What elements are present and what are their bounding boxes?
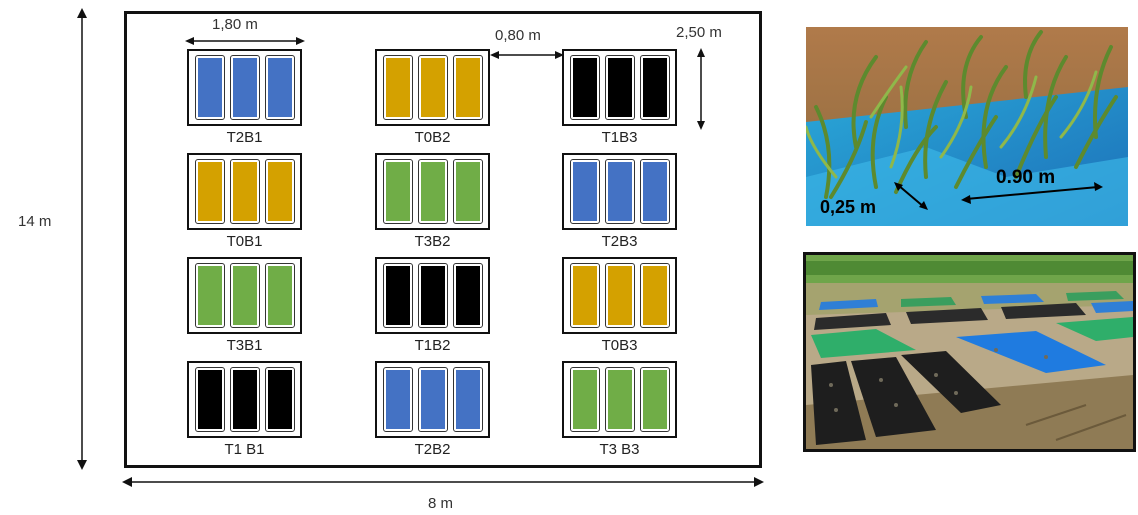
- plot-t1b3: [562, 49, 677, 126]
- plot-label: T2B3: [601, 233, 638, 250]
- mulch-strip: [194, 55, 225, 120]
- mulch-strip: [639, 367, 670, 432]
- plot-t2b1: [187, 49, 302, 126]
- plant-spacing-label: 0,25 m: [820, 197, 877, 217]
- plot-label: T3 B3: [599, 441, 640, 458]
- maize-closeup-photo: 0.90 m 0,25 m: [806, 27, 1128, 226]
- mulch-strip: [264, 367, 295, 432]
- plot-label: T0B2: [414, 129, 451, 146]
- plot-t0b1: [187, 153, 302, 230]
- plot-label: T2B1: [226, 129, 263, 146]
- mulch-strip: [194, 159, 225, 224]
- mulch-strip: [417, 263, 448, 328]
- mulch-strip: [639, 263, 670, 328]
- mulch-strip: [639, 159, 670, 224]
- mulch-strip: [382, 55, 413, 120]
- mulch-strip: [569, 263, 600, 328]
- mulch-strip: [229, 55, 260, 120]
- width-dimension-arrow: [122, 477, 764, 487]
- row-spacing-label: 0.90 m: [996, 167, 1056, 188]
- plot-t1b1: [187, 361, 302, 438]
- mulch-strip: [382, 367, 413, 432]
- plot-length-label: 2,50 m: [676, 24, 722, 41]
- mulch-strip: [264, 159, 295, 224]
- gap-label: 0,80 m: [495, 27, 541, 44]
- mulch-strip: [417, 159, 448, 224]
- mulch-strip: [194, 263, 225, 328]
- plot-width-arrow: [185, 37, 305, 45]
- mulch-strip: [264, 55, 295, 120]
- mulch-strip: [452, 263, 483, 328]
- mulch-strip: [264, 263, 295, 328]
- plot-t3b1: [187, 257, 302, 334]
- mulch-strip: [229, 367, 260, 432]
- plot-label: T3B1: [226, 337, 263, 354]
- field-boundary: [124, 11, 762, 468]
- mulch-strip: [452, 159, 483, 224]
- height-dimension-arrow: [77, 8, 87, 470]
- mulch-strip: [604, 367, 635, 432]
- mulch-strip: [229, 159, 260, 224]
- plot-t1b2: [375, 257, 490, 334]
- mulch-strip: [604, 55, 635, 120]
- mulch-strip: [639, 55, 670, 120]
- plot-width-label: 1,80 m: [212, 16, 258, 33]
- plot-label: T1 B1: [224, 441, 265, 458]
- plot-t2b2: [375, 361, 490, 438]
- gap-arrow: [490, 51, 564, 59]
- plot-label: T1B2: [414, 337, 451, 354]
- plot-t0b3: [562, 257, 677, 334]
- plot-length-arrow: [697, 48, 705, 130]
- plot-t0b2: [375, 49, 490, 126]
- mulch-strip: [417, 367, 448, 432]
- mulch-strip: [569, 367, 600, 432]
- mulch-strip: [229, 263, 260, 328]
- mulch-strip: [382, 159, 413, 224]
- mulch-strip: [382, 263, 413, 328]
- mulch-strip: [569, 159, 600, 224]
- mulch-strip: [569, 55, 600, 120]
- mulch-strip: [452, 367, 483, 432]
- field-beds-photo: [803, 252, 1136, 452]
- mulch-strip: [194, 367, 225, 432]
- height-label: 14 m: [18, 213, 52, 230]
- plot-label: T2B2: [414, 441, 451, 458]
- plot-label: T3B2: [414, 233, 451, 250]
- mulch-strip: [604, 263, 635, 328]
- plot-t3b2: [375, 153, 490, 230]
- mulch-strip: [604, 159, 635, 224]
- mulch-strip: [452, 55, 483, 120]
- plot-label: T1B3: [601, 129, 638, 146]
- width-label: 8 m: [428, 495, 454, 512]
- plot-label: T0B3: [601, 337, 638, 354]
- plot-label: T0B1: [226, 233, 263, 250]
- mulch-strip: [417, 55, 448, 120]
- plot-t3b3: [562, 361, 677, 438]
- plot-t2b3: [562, 153, 677, 230]
